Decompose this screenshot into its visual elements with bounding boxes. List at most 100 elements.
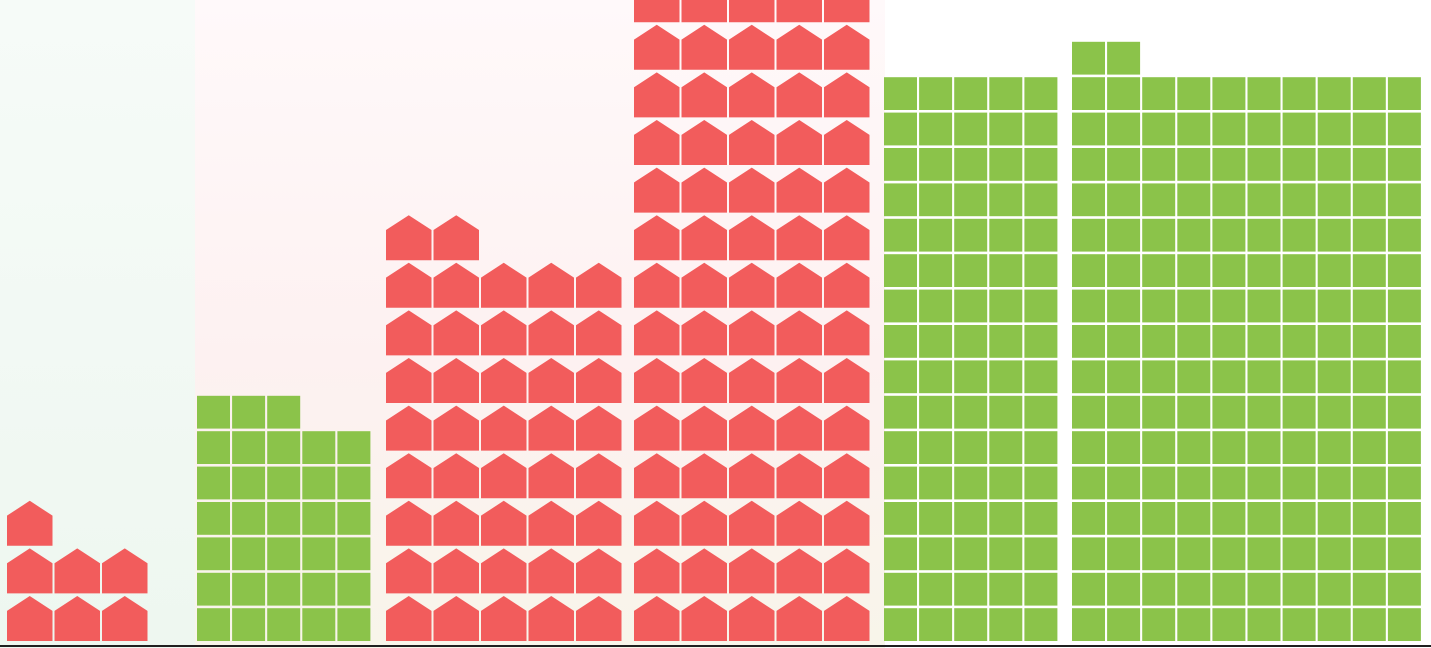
house-icon <box>634 596 680 641</box>
square-tile-icon <box>232 431 266 464</box>
square-tile-icon <box>1317 360 1351 394</box>
square-tile-icon <box>1387 360 1421 394</box>
house-icon <box>433 262 479 308</box>
square-tile-icon <box>232 608 266 641</box>
square-tile-icon <box>1072 608 1105 641</box>
square-tile-icon <box>302 572 336 606</box>
house-icon <box>386 215 432 261</box>
square-tile-icon <box>954 608 988 641</box>
square-tile-icon <box>1317 77 1351 110</box>
house-icon <box>481 500 527 546</box>
square-tile-icon <box>989 395 1023 429</box>
square-tile-icon <box>302 537 336 571</box>
square-tile-icon <box>919 537 953 571</box>
square-tile-icon <box>1177 289 1211 323</box>
square-tile-icon <box>1352 502 1386 535</box>
house-icon <box>433 215 479 261</box>
square-tile-icon <box>989 431 1023 464</box>
square-tile-icon <box>919 183 953 217</box>
square-tile-icon <box>1212 77 1246 110</box>
square-tile-icon <box>1317 148 1351 181</box>
square-tile-icon <box>1072 572 1105 606</box>
house-icon <box>681 24 727 70</box>
square-tile-icon <box>1107 77 1141 110</box>
square-tile-icon <box>197 537 230 571</box>
square-tile-icon <box>1072 77 1105 110</box>
square-tile-icon <box>1282 289 1316 323</box>
square-tile-icon <box>197 395 230 429</box>
square-tile-icon <box>1072 325 1105 358</box>
square-tile-icon <box>1212 254 1246 287</box>
square-tile-icon <box>1072 148 1105 181</box>
house-icon <box>528 596 574 641</box>
bar-group-4 <box>634 0 870 641</box>
square-tile-icon <box>1282 502 1316 535</box>
square-tile-icon <box>1142 325 1176 358</box>
house-icon <box>681 500 727 546</box>
square-tile-icon <box>1317 608 1351 641</box>
square-tile-icon <box>1072 218 1105 252</box>
house-icon <box>776 215 822 261</box>
house-icon <box>386 500 432 546</box>
square-tile-icon <box>919 77 953 110</box>
square-tile-icon <box>1177 183 1211 217</box>
house-icon <box>776 72 822 118</box>
house-icon <box>7 548 53 594</box>
square-tile-icon <box>197 466 230 500</box>
square-tile-icon <box>1177 572 1211 606</box>
square-tile-icon <box>1212 572 1246 606</box>
house-icon <box>102 596 148 641</box>
house-icon <box>824 24 870 70</box>
square-tile-icon <box>1317 395 1351 429</box>
square-tile-icon <box>1024 218 1058 252</box>
house-icon <box>729 167 775 213</box>
square-tile-icon <box>1177 148 1211 181</box>
square-tile-icon <box>919 148 953 181</box>
square-tile-icon <box>989 254 1023 287</box>
square-tile-icon <box>1107 466 1141 500</box>
house-icon <box>729 120 775 165</box>
house-icon <box>729 358 775 403</box>
square-tile-icon <box>1387 395 1421 429</box>
house-icon <box>729 548 775 594</box>
house-icon <box>386 453 432 499</box>
square-tile-icon <box>919 395 953 429</box>
square-tile-icon <box>1317 325 1351 358</box>
house-icon <box>433 358 479 403</box>
square-tile-icon <box>1024 502 1058 535</box>
square-tile-icon <box>1177 431 1211 464</box>
square-tile-icon <box>1212 502 1246 535</box>
square-tile-icon <box>1142 502 1176 535</box>
house-icon <box>824 262 870 308</box>
square-tile-icon <box>1282 608 1316 641</box>
house-icon <box>386 358 432 403</box>
square-tile-icon <box>884 254 917 287</box>
square-tile-icon <box>954 183 988 217</box>
house-icon <box>528 262 574 308</box>
square-tile-icon <box>1024 537 1058 571</box>
square-tile-icon <box>1282 360 1316 394</box>
house-icon <box>433 500 479 546</box>
square-tile-icon <box>884 466 917 500</box>
house-icon <box>824 405 870 451</box>
square-tile-icon <box>989 608 1023 641</box>
house-icon <box>433 596 479 641</box>
square-tile-icon <box>232 572 266 606</box>
square-tile-icon <box>1177 395 1211 429</box>
square-tile-icon <box>1247 466 1281 500</box>
house-icon <box>433 548 479 594</box>
square-tile-icon <box>1282 148 1316 181</box>
square-tile-icon <box>1107 431 1141 464</box>
bar-group-1 <box>7 500 148 641</box>
square-tile-icon <box>1282 218 1316 252</box>
square-tile-icon <box>1212 431 1246 464</box>
square-tile-icon <box>1282 183 1316 217</box>
square-tile-icon <box>919 431 953 464</box>
square-tile-icon <box>884 183 917 217</box>
square-tile-icon <box>337 431 371 464</box>
square-tile-icon <box>1352 218 1386 252</box>
square-tile-icon <box>1107 254 1141 287</box>
square-tile-icon <box>1024 77 1058 110</box>
square-tile-icon <box>1142 395 1176 429</box>
